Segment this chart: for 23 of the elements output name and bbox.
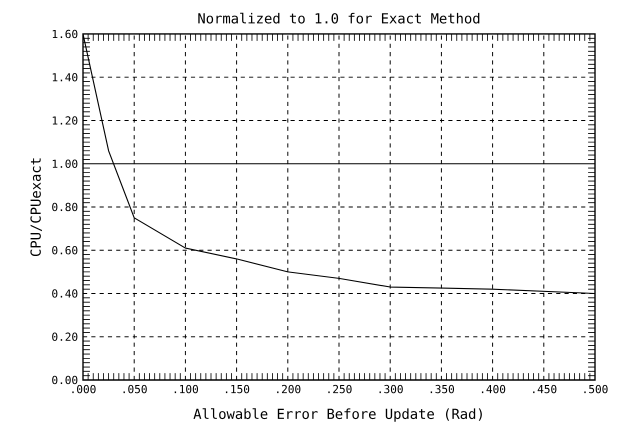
x-tick-label: .450 bbox=[533, 384, 556, 394]
y-tick-label: 1.00 bbox=[52, 160, 78, 168]
y-tick-label: 0.20 bbox=[52, 332, 78, 341]
x-axis-title: Allowable Error Before Update (Rad) bbox=[193, 408, 482, 422]
y-tick-label: 0.60 bbox=[52, 246, 78, 254]
x-tick-label: .250 bbox=[328, 384, 352, 394]
x-tick-label: .200 bbox=[277, 384, 300, 394]
chart-title: Normalized to 1.0 for Exact Method bbox=[198, 12, 480, 24]
x-tick-label: .500 bbox=[584, 384, 608, 394]
x-tick-label: .350 bbox=[430, 384, 454, 394]
y-tick-label: 0.40 bbox=[52, 289, 78, 298]
x-tick-label: .300 bbox=[380, 384, 403, 394]
x-tick-label: .000 bbox=[72, 384, 96, 394]
y-axis-title: CPU/CPUexact bbox=[30, 158, 42, 256]
y-tick-label: 0.00 bbox=[52, 376, 78, 384]
x-tick-label: .400 bbox=[482, 384, 506, 394]
y-tick-label: 0.80 bbox=[52, 202, 78, 212]
x-tick-label: .150 bbox=[226, 384, 250, 394]
y-tick-label: 1.40 bbox=[52, 73, 78, 82]
y-tick-label: 1.60 bbox=[52, 30, 78, 38]
x-tick-label: .050 bbox=[124, 384, 147, 394]
x-tick-label: .100 bbox=[174, 384, 198, 394]
y-tick-label: 1.20 bbox=[52, 116, 78, 125]
